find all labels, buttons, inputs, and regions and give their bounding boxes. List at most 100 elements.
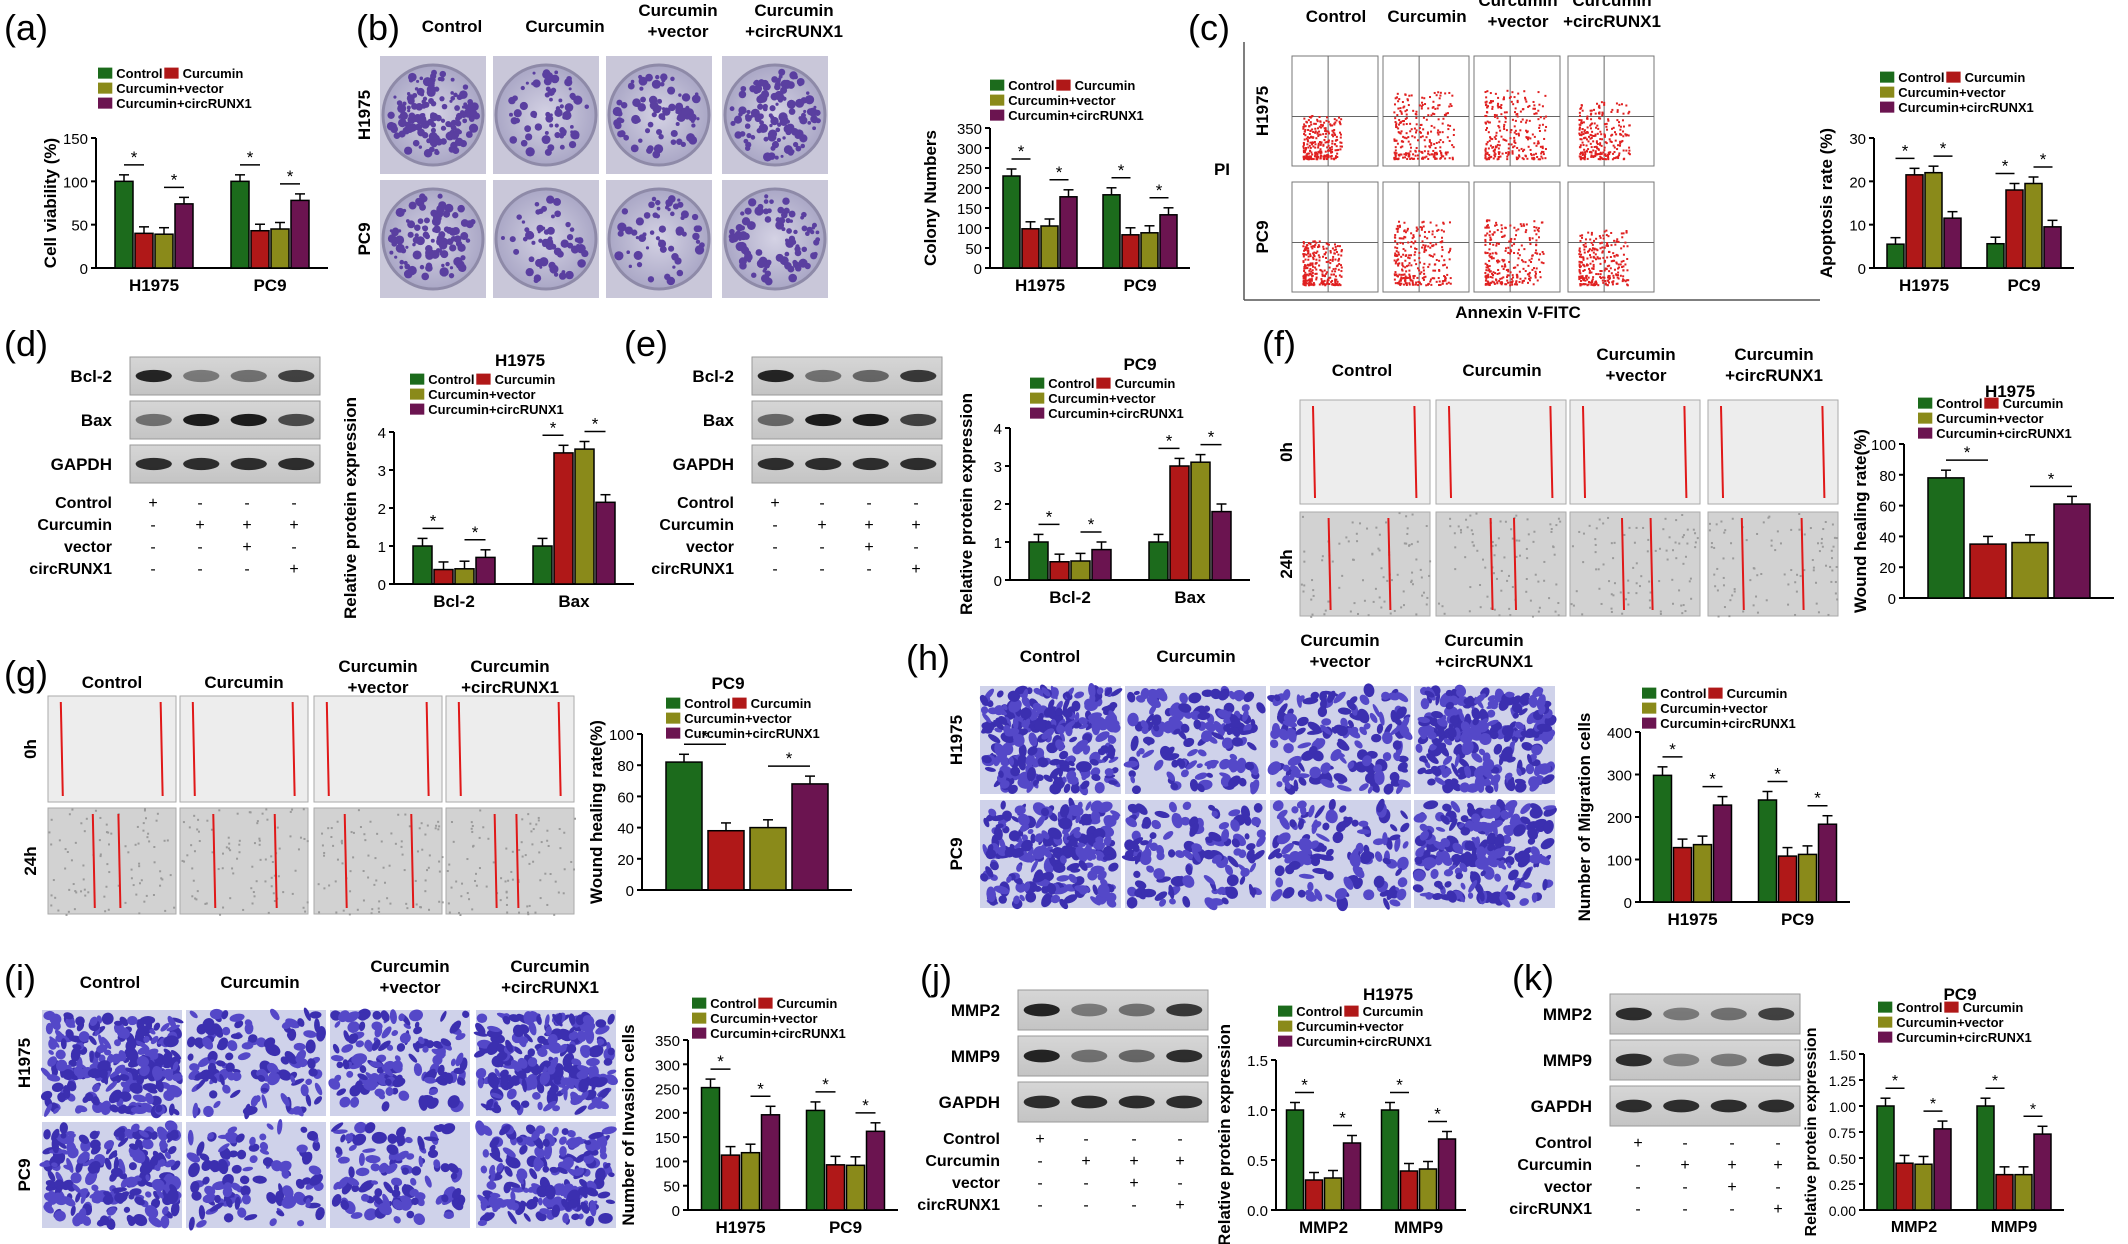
event-dot bbox=[1599, 257, 1602, 260]
event-dot bbox=[1538, 103, 1541, 106]
event-dot bbox=[1327, 243, 1330, 246]
event-dot bbox=[1434, 269, 1437, 272]
event-dot bbox=[1315, 252, 1318, 255]
event-dot bbox=[1443, 113, 1446, 116]
y-tick-label: 10 bbox=[1849, 218, 1866, 235]
event-dot bbox=[1617, 157, 1620, 160]
event-dot bbox=[1507, 143, 1510, 146]
event-dot bbox=[1400, 282, 1403, 285]
cell-texture bbox=[401, 853, 404, 856]
wound-edge-line bbox=[1821, 405, 1826, 499]
wound-edge-line bbox=[493, 813, 498, 909]
event-dot bbox=[1448, 249, 1451, 252]
bar bbox=[1021, 228, 1040, 269]
legend-swatch bbox=[990, 79, 1005, 91]
cell-texture bbox=[1426, 596, 1429, 599]
event-dot bbox=[1541, 157, 1544, 160]
cell-texture bbox=[534, 911, 537, 914]
event-dot bbox=[1411, 280, 1414, 283]
event-dot bbox=[1497, 147, 1500, 150]
event-dot bbox=[1339, 133, 1342, 136]
event-dot bbox=[1325, 272, 1328, 275]
condition-sign: - bbox=[913, 539, 918, 556]
event-dot bbox=[1404, 275, 1407, 278]
colony bbox=[546, 226, 555, 235]
event-dot bbox=[1399, 278, 1402, 281]
cell-texture bbox=[474, 872, 477, 875]
event-dot bbox=[1422, 266, 1425, 269]
event-dot bbox=[1615, 274, 1618, 277]
colony bbox=[405, 124, 414, 134]
event-dot bbox=[1428, 153, 1431, 156]
colony bbox=[398, 118, 407, 128]
cell-texture bbox=[251, 902, 254, 905]
colony bbox=[639, 86, 644, 91]
event-dot bbox=[1609, 256, 1612, 259]
event-dot bbox=[1624, 133, 1627, 136]
wound-edge-line bbox=[1720, 405, 1724, 499]
event-dot bbox=[1304, 258, 1307, 261]
cell-texture bbox=[1492, 572, 1495, 575]
event-dot bbox=[1509, 95, 1512, 98]
legend-label: Curcumin+circRUNX1 bbox=[116, 96, 251, 111]
blot-label: Bcl-2 bbox=[692, 367, 734, 386]
event-dot bbox=[1399, 283, 1402, 286]
event-dot bbox=[1536, 228, 1539, 231]
event-dot bbox=[1616, 238, 1619, 241]
legend-swatch bbox=[1984, 397, 1999, 409]
cell-texture bbox=[271, 861, 274, 864]
event-dot bbox=[1303, 150, 1306, 153]
cell-texture bbox=[371, 908, 374, 911]
cell-texture bbox=[1678, 542, 1681, 545]
colony bbox=[421, 132, 429, 139]
event-dot bbox=[1443, 263, 1446, 266]
event-dot bbox=[1584, 283, 1587, 286]
event-dot bbox=[1497, 242, 1500, 245]
event-dot bbox=[1494, 153, 1497, 156]
colony bbox=[467, 133, 473, 138]
stained-cell bbox=[1241, 704, 1250, 712]
event-dot bbox=[1579, 265, 1582, 268]
bar bbox=[1169, 465, 1190, 581]
row-label: H1975 bbox=[355, 90, 374, 140]
event-dot bbox=[1522, 267, 1525, 270]
column-header: Curcumin bbox=[638, 1, 717, 20]
cell-texture bbox=[1557, 517, 1560, 520]
cell-texture bbox=[1581, 613, 1584, 616]
stained-cell bbox=[1363, 722, 1371, 730]
cell-texture bbox=[1355, 532, 1358, 535]
event-dot bbox=[1622, 125, 1625, 128]
cell-texture bbox=[474, 879, 477, 882]
stained-cell bbox=[1426, 753, 1439, 765]
event-dot bbox=[1448, 91, 1451, 94]
legend-label: Curcumin+vector bbox=[1008, 93, 1115, 108]
event-dot bbox=[1511, 283, 1514, 286]
cell-texture bbox=[506, 896, 509, 899]
stained-cell bbox=[1229, 714, 1242, 728]
stained-cell bbox=[1110, 688, 1123, 697]
event-dot bbox=[1506, 279, 1509, 282]
event-dot bbox=[1593, 284, 1596, 287]
cell-texture bbox=[323, 851, 326, 854]
event-dot bbox=[1418, 104, 1421, 107]
event-dot bbox=[1581, 109, 1584, 112]
event-dot bbox=[1512, 276, 1515, 279]
event-dot bbox=[1305, 279, 1308, 282]
colony bbox=[780, 79, 790, 89]
colony bbox=[617, 230, 624, 237]
event-dot bbox=[1320, 269, 1323, 272]
stained-cell bbox=[1431, 711, 1444, 719]
cell-texture bbox=[1762, 521, 1765, 524]
stained-cell bbox=[1206, 760, 1214, 770]
event-dot bbox=[1326, 141, 1329, 144]
event-dot bbox=[1580, 138, 1583, 141]
cell-texture bbox=[369, 820, 372, 823]
colony bbox=[770, 116, 779, 126]
event-dot bbox=[1410, 157, 1413, 160]
event-dot bbox=[1524, 121, 1527, 124]
event-dot bbox=[1315, 272, 1318, 275]
y-tick-label: 300 bbox=[957, 141, 982, 158]
event-dot bbox=[1410, 146, 1413, 149]
cell-texture bbox=[1303, 584, 1306, 587]
cell-texture bbox=[1752, 604, 1755, 607]
